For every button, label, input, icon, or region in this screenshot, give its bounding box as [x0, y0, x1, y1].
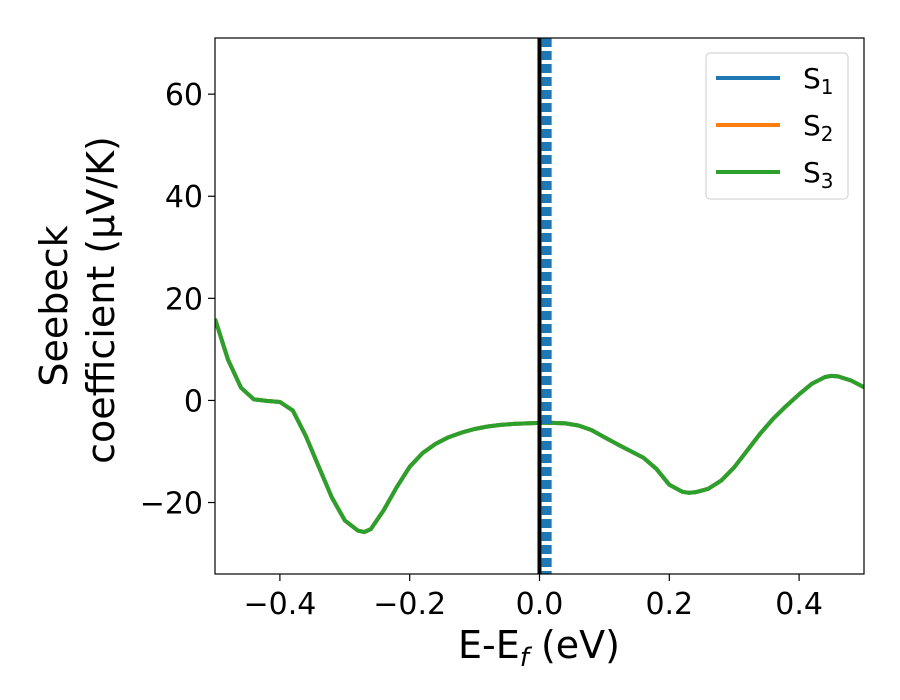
x-tick-label: −0.4 — [243, 587, 316, 622]
x-tick-label: 0.0 — [516, 587, 564, 622]
legend: S1 S2 S3 — [705, 52, 849, 200]
plot-frame — [214, 37, 865, 575]
legend-label: S3 — [803, 156, 834, 193]
legend-label: S2 — [803, 109, 834, 146]
y-tick-label: 40 — [165, 180, 203, 215]
y-tick-label: 0 — [184, 384, 203, 419]
y-axis-title-line2: coefficient (μV/K) — [79, 136, 123, 464]
axes: −0.4 −0.2 0.0 0.2 0.4 −20 0 20 40 60 — [140, 78, 823, 622]
plot-area — [215, 38, 864, 574]
y-tick-label: 60 — [165, 78, 203, 113]
x-tick-label: 0.2 — [645, 587, 693, 622]
y-tick-label: −20 — [140, 487, 203, 522]
x-axis-title: E-Ef (eV) — [458, 623, 620, 673]
y-axis-title-line1: Seebeck — [32, 225, 76, 386]
x-tick-label: −0.2 — [373, 587, 446, 622]
legend-label: S1 — [803, 62, 834, 99]
y-tick-label: 20 — [165, 282, 203, 317]
x-tick-label: 0.4 — [775, 587, 823, 622]
